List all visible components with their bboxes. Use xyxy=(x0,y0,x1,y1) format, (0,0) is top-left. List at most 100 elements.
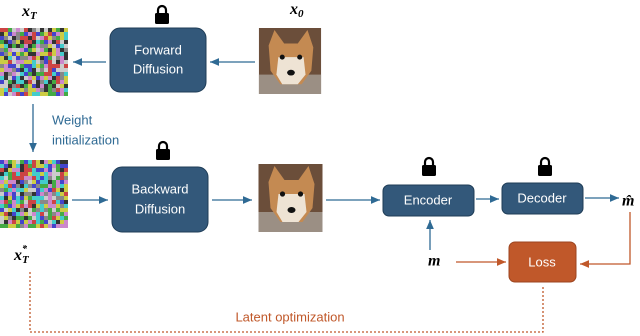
noise-pixel xyxy=(8,164,12,168)
box-label: Backward xyxy=(131,181,188,196)
noise-pixel xyxy=(12,52,16,56)
noise-pixel xyxy=(24,72,28,76)
noise-pixel xyxy=(44,220,48,224)
noise-pixel xyxy=(48,76,52,80)
noise-pixel xyxy=(0,40,4,44)
noise-pixel xyxy=(16,52,20,56)
noise-pixel xyxy=(32,80,36,84)
noise-pixel xyxy=(8,160,12,164)
encoder-box: Encoder xyxy=(382,184,475,217)
noise-pixel xyxy=(32,196,36,200)
noise-pixel xyxy=(28,44,32,48)
noise-pixel xyxy=(20,40,24,44)
noise-pixel xyxy=(8,168,12,172)
noise-pixel xyxy=(12,204,16,208)
noise-pixel xyxy=(44,164,48,168)
noise-pixel xyxy=(0,184,4,188)
noise-pixel xyxy=(44,168,48,172)
latent-optimization-label: Latent optimization xyxy=(235,309,344,324)
noise-pixel xyxy=(0,48,4,52)
noise-pixel xyxy=(32,168,36,172)
noise-pixel xyxy=(8,60,12,64)
noise-pixel xyxy=(4,76,8,80)
noise-pixel xyxy=(28,68,32,72)
noise-pixel xyxy=(8,200,12,204)
noise-pixel xyxy=(24,40,28,44)
noise-pixel xyxy=(52,68,56,72)
noise-pixel xyxy=(36,48,40,52)
noise-pixel xyxy=(60,32,64,36)
noise-pixel xyxy=(12,68,16,72)
noise-pixel xyxy=(60,72,64,76)
box-label: Encoder xyxy=(404,192,453,207)
noise-pixel xyxy=(40,68,44,72)
noise-pixel xyxy=(64,56,68,60)
noise-pixel xyxy=(0,52,4,56)
noise-pixel xyxy=(36,68,40,72)
noise-pixel xyxy=(16,76,20,80)
noise-pixel xyxy=(44,188,48,192)
noise-pixel xyxy=(60,60,64,64)
noise-pixel xyxy=(36,184,40,188)
noise-pixel xyxy=(64,80,68,84)
noise-pixel xyxy=(56,184,60,188)
lock-icon xyxy=(155,140,171,160)
noise-pixel xyxy=(64,76,68,80)
noise-pixel xyxy=(52,52,56,56)
noise-pixel xyxy=(44,76,48,80)
noise-pixel xyxy=(60,36,64,40)
noise-pixel xyxy=(56,72,60,76)
noise-pixel xyxy=(56,40,60,44)
noise-pixel xyxy=(64,220,68,224)
noise-pixel xyxy=(28,184,32,188)
noise-pixel xyxy=(64,28,68,32)
noise-pixel xyxy=(60,212,64,216)
noise-pixel xyxy=(12,196,16,200)
noise-pixel xyxy=(8,180,12,184)
noise-pixel xyxy=(64,172,68,176)
noise-pixel xyxy=(36,84,40,88)
noise-pixel xyxy=(40,212,44,216)
noise-pixel xyxy=(28,160,32,164)
noise-pixel xyxy=(60,172,64,176)
noise-pixel xyxy=(48,184,52,188)
noise-pixel xyxy=(44,192,48,196)
noise-pixel xyxy=(4,192,8,196)
noise-pixel xyxy=(8,92,12,96)
x-t-star-label: x* T xyxy=(13,244,30,265)
noise-pixel xyxy=(48,32,52,36)
noise-pixel xyxy=(44,208,48,212)
noise-pixel xyxy=(12,56,16,60)
noise-pixel xyxy=(56,80,60,84)
noise-pixel xyxy=(52,88,56,92)
noise-pixel xyxy=(52,76,56,80)
loss-box: Loss xyxy=(508,241,577,283)
noise-pixel xyxy=(8,64,12,68)
noise-pixel xyxy=(4,200,8,204)
noise-pixel xyxy=(28,164,32,168)
noise-pixel xyxy=(0,92,4,96)
noise-pixel xyxy=(60,196,64,200)
noise-pixel xyxy=(64,68,68,72)
noise-pixel xyxy=(28,80,32,84)
noise-pixel xyxy=(32,212,36,216)
noise-pixel xyxy=(60,208,64,212)
noise-pixel xyxy=(12,80,16,84)
noise-pixel xyxy=(12,216,16,220)
noise-pixel xyxy=(0,84,4,88)
box-label: Diffusion xyxy=(133,61,183,76)
noise-pixel xyxy=(60,216,64,220)
noise-pixel xyxy=(60,52,64,56)
noise-pixel xyxy=(28,172,32,176)
noise-pixel xyxy=(8,176,12,180)
noise-pixel xyxy=(24,212,28,216)
noise-pixel xyxy=(0,80,4,84)
noise-pixel xyxy=(44,68,48,72)
noise-pixel xyxy=(0,76,4,80)
noise-pixel xyxy=(24,220,28,224)
noise-pixel xyxy=(52,172,56,176)
noise-pixel xyxy=(20,168,24,172)
noise-pixel xyxy=(56,176,60,180)
noise-pixel xyxy=(4,84,8,88)
noise-pixel xyxy=(60,192,64,196)
